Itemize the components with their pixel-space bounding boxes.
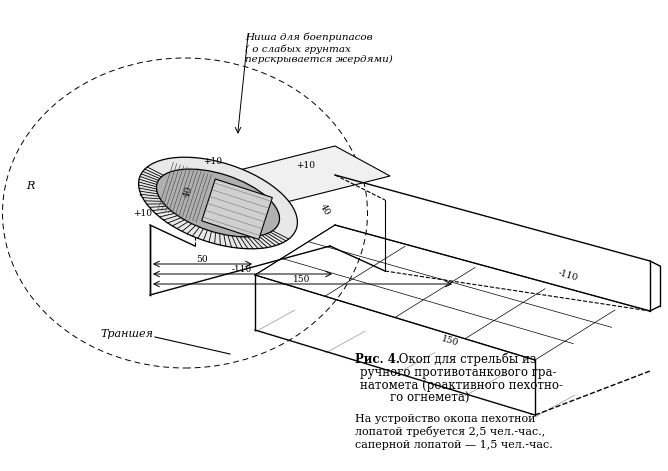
Text: саперной лопатой — 1,5 чел.-час.: саперной лопатой — 1,5 чел.-час. bbox=[355, 440, 552, 450]
Ellipse shape bbox=[138, 157, 297, 249]
Text: 40: 40 bbox=[255, 195, 266, 203]
Text: Ниша для боеприпасов
( о слабых грунтах
перскрывается жердями): Ниша для боеприпасов ( о слабых грунтах … bbox=[245, 33, 393, 64]
Text: ручного противотанкового гра-: ручного противотанкового гра- bbox=[360, 366, 556, 379]
Text: +10: +10 bbox=[297, 162, 315, 171]
Text: Окоп для стрельбы из: Окоп для стрельбы из bbox=[395, 352, 536, 366]
Text: 150: 150 bbox=[293, 275, 311, 284]
Text: +10: +10 bbox=[134, 210, 152, 219]
Text: го огнемета): го огнемета) bbox=[360, 392, 470, 405]
Text: -110: -110 bbox=[557, 269, 579, 283]
Text: лопатой требуется 2,5 чел.-час.,: лопатой требуется 2,5 чел.-час., bbox=[355, 426, 545, 437]
Text: R: R bbox=[26, 181, 34, 191]
Text: Рис. 4.: Рис. 4. bbox=[355, 353, 400, 366]
Text: 40: 40 bbox=[318, 203, 332, 217]
Text: -110: -110 bbox=[232, 265, 252, 274]
Text: натомета (реактивного пехотно-: натомета (реактивного пехотно- bbox=[360, 379, 563, 392]
Text: 150: 150 bbox=[440, 334, 460, 348]
Polygon shape bbox=[202, 179, 273, 239]
Text: Траншея: Траншея bbox=[100, 329, 153, 339]
Text: На устройство окопа пехотной: На устройство окопа пехотной bbox=[355, 414, 536, 424]
Text: 50: 50 bbox=[196, 254, 208, 263]
Ellipse shape bbox=[156, 169, 279, 237]
Text: +10: +10 bbox=[204, 156, 222, 165]
Polygon shape bbox=[140, 146, 390, 225]
Text: 40: 40 bbox=[182, 185, 194, 199]
